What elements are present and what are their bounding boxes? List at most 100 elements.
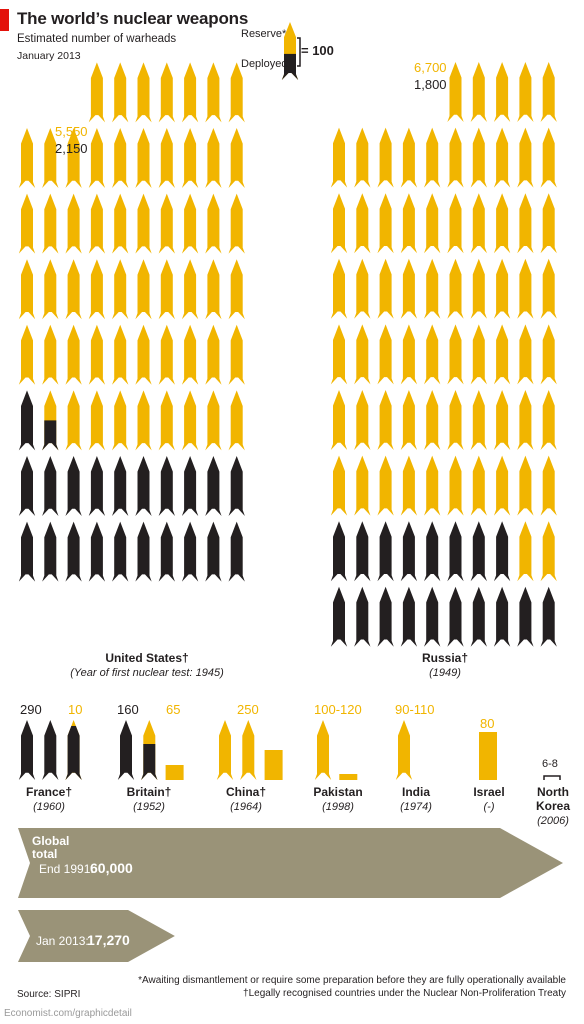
us-warhead-icon [42, 390, 59, 451]
russia-warhead-icon [470, 390, 487, 450]
india-reserve-value: 90-110 [395, 702, 435, 717]
us-warhead-icon [42, 193, 59, 254]
us-warhead-icon [18, 128, 36, 188]
britain-warhead-icon [141, 720, 158, 780]
britain-reserve-value: 65 [166, 702, 181, 717]
russia-warhead-icon [540, 455, 557, 516]
israel-year: (-) [483, 801, 495, 813]
russia-warhead-icon [447, 258, 464, 319]
us-reserve-value: 5,550 [55, 124, 88, 139]
britain-name: Britain† [126, 785, 172, 799]
nkorea-value: 6-8 [542, 758, 558, 770]
us-warhead-icon [181, 521, 199, 582]
russia-warhead-icon [517, 127, 534, 188]
russia-warhead-icon [377, 324, 394, 385]
russia-warhead-icon [493, 521, 511, 582]
us-warhead-icon [158, 324, 175, 385]
russia-warhead-icon [330, 258, 348, 319]
us-warhead-icon [158, 390, 175, 451]
chart-title: The world’s nuclear weapons [17, 9, 249, 28]
france-deployed-value: 290 [20, 702, 42, 717]
russia-warhead-icon [540, 193, 557, 254]
china-warhead-icon [216, 720, 234, 780]
us-warhead-icon [88, 390, 106, 451]
us-warhead-icon [42, 521, 59, 582]
russia-warhead-icon [400, 324, 418, 385]
us-warhead-icon [88, 193, 106, 254]
russia-warhead-icon [447, 324, 464, 385]
credit-note: Economist.com/graphicdetail [4, 1008, 132, 1019]
us-warhead-icon [65, 259, 82, 320]
france-name: France† [25, 785, 73, 799]
russia-warhead-icon [517, 62, 534, 122]
us-warhead-icon [65, 324, 82, 385]
britain-year: (1952) [133, 801, 165, 813]
russia-warhead-icon [400, 586, 418, 647]
russia-warhead-icon [400, 455, 418, 516]
us-warhead-icon [158, 128, 175, 188]
us-warhead-icon [181, 324, 199, 385]
us-warhead-icon [228, 324, 245, 385]
russia-warhead-icon [447, 455, 464, 516]
us-warhead-icon [88, 521, 106, 582]
russia-warhead-icon [330, 193, 348, 254]
russia-warhead-icon [540, 324, 557, 385]
israel-reserve-value: 80 [480, 716, 495, 731]
russia-warhead-icon [540, 62, 557, 122]
us-warhead-icon [65, 193, 82, 254]
india-warhead-icon [395, 720, 413, 780]
us-warhead-icon [181, 128, 199, 188]
us-warhead-icon [42, 128, 59, 188]
russia-warhead-icon [400, 258, 418, 319]
russia-warhead-icon [377, 193, 394, 254]
us-warhead-icon [112, 456, 129, 516]
chart-date: January 2013 [17, 50, 81, 62]
us-warhead-icon [158, 259, 175, 320]
china-year: (1964) [230, 801, 262, 813]
russia-warhead-icon [470, 62, 487, 122]
france-warhead-icon [65, 720, 82, 780]
global-2013-arrow [18, 910, 175, 962]
pakistan-reserve-value: 100-120 [314, 702, 362, 717]
russia-warhead-icon [424, 521, 441, 582]
legend-equals-text: = 100 [301, 43, 334, 58]
us-warhead-icon [205, 521, 222, 582]
russia-warhead-icon [400, 521, 418, 582]
us-warhead-icon [18, 259, 36, 320]
france-year: (1960) [33, 801, 65, 813]
russia-warhead-icon [540, 586, 557, 647]
us-warhead-icon [88, 259, 106, 320]
russia-warhead-icon [354, 258, 371, 319]
us-warhead-icon [112, 324, 129, 385]
us-warhead-icon [205, 390, 222, 451]
britain-warhead-partial [165, 765, 184, 780]
russia-name: Russia† [421, 651, 469, 665]
russia-warhead-icon [447, 390, 464, 450]
us-warhead-icon [228, 390, 245, 451]
us-year: (Year of first nuclear test: 1945) [70, 667, 224, 679]
russia-warhead-icon [354, 586, 371, 647]
india-name: India [401, 785, 430, 799]
nkorea-name: North Korea [535, 785, 570, 813]
israel-name: Israel [473, 785, 505, 799]
china-warhead-icon [240, 720, 257, 780]
russia-warhead-icon [540, 258, 557, 319]
us-warhead-icon [181, 456, 199, 516]
russia-warhead-icon [540, 390, 557, 450]
nkorea-year: (2006) [537, 815, 569, 827]
us-warhead-icon [42, 324, 59, 385]
us-warhead-icon [42, 456, 59, 516]
russia-warhead-icon [470, 193, 487, 254]
us-warhead-icon [65, 456, 82, 516]
us-warhead-icon [135, 128, 152, 188]
russia-warhead-icon [447, 127, 464, 188]
russia-warhead-icon [377, 127, 394, 188]
us-warhead-icon [18, 390, 36, 451]
russia-warhead-icon [493, 586, 511, 647]
us-warhead-icon [158, 62, 175, 123]
us-warhead-icon [112, 521, 129, 582]
us-warhead-icon [205, 193, 222, 254]
us-warhead-icon [65, 128, 82, 188]
us-warhead-icon [228, 521, 245, 582]
russia-warhead-icon [354, 127, 371, 188]
